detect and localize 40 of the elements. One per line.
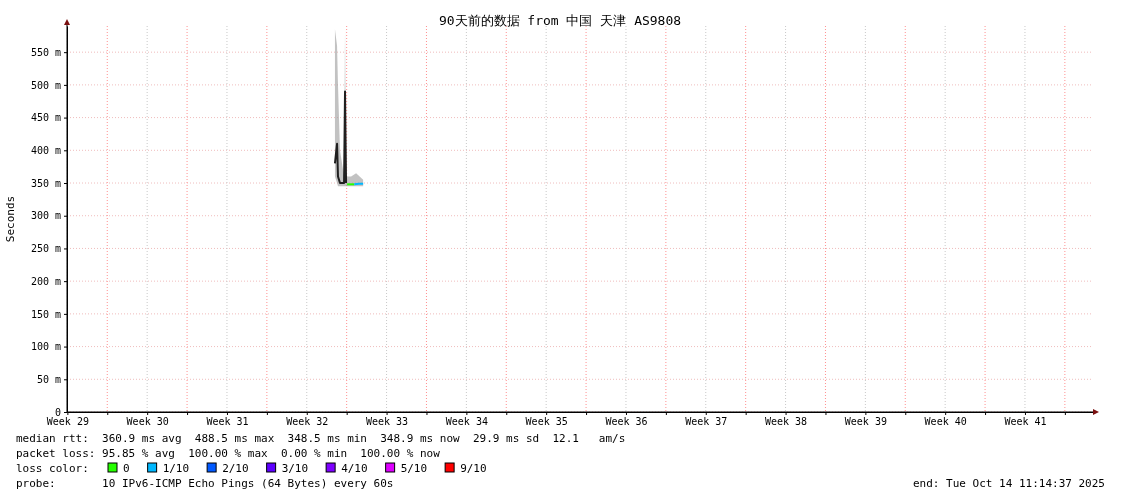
text: median rtt: 360.9 ms avg 488.5 ms max 348.5 ms min 348.9 ms now 29.9 ms sd 12.1 am/s	[16, 432, 626, 445]
y-tick-label: 550 m	[30, 46, 61, 58]
y-tick-label: 500 m	[30, 79, 61, 91]
x-tick-label: Week 29	[46, 416, 89, 428]
legend-label: 4/10	[341, 462, 368, 475]
legend-label: 2/10	[222, 462, 249, 475]
y-tick-label: 0	[54, 406, 61, 418]
legend-label: 5/10	[400, 462, 428, 475]
y-tick-label: 50 m	[36, 373, 61, 385]
x-tick-label: Week 39	[844, 416, 887, 428]
x-tick-label: Week 41	[1004, 416, 1047, 428]
y-axis-title: Seconds	[4, 195, 17, 243]
chart-title: 90天前的数据 from 中国 天津 AS9808	[438, 13, 682, 28]
text: probe: 10 IPv6-ICMP Echo Pings (64 Bytes) every 60s	[16, 477, 394, 490]
x-tick-label: Week 40	[924, 416, 967, 428]
x-tick-label: Week 37	[685, 416, 728, 428]
x-tick-label: Week 31	[206, 416, 249, 428]
y-tick-label: 300 m	[30, 210, 61, 222]
text: packet loss: 95.85 % avg 100.00 % max 0.00 % min 100.00 % now	[16, 447, 441, 460]
x-tick-label: Week 30	[126, 416, 169, 428]
y-tick-label: 350 m	[30, 177, 61, 189]
x-tick-label: Week 38	[764, 416, 808, 428]
legend-title: loss color:	[16, 462, 89, 475]
y-tick-label: 450 m	[30, 112, 61, 124]
x-tick-label: Week 34	[445, 416, 488, 428]
y-tick-label: 250 m	[30, 243, 61, 255]
x-tick-label: Week 35	[525, 416, 568, 428]
y-tick-label: 150 m	[30, 308, 61, 320]
y-tick-label: 100 m	[30, 341, 61, 353]
x-tick-label: Week 33	[365, 416, 409, 428]
legend-label: 1/10	[162, 462, 190, 475]
x-tick-label: Week 32	[286, 416, 329, 428]
x-tick-label: Week 36	[605, 416, 648, 428]
legend-label: 9/10	[460, 462, 487, 475]
y-tick-label: 200 m	[30, 275, 61, 287]
legend-label: 0	[123, 462, 130, 475]
legend-label: 3/10	[281, 462, 309, 475]
y-tick-label: 400 m	[30, 145, 61, 157]
line-series	[333, 90, 348, 185]
text: end: Tue Oct 14 11:14:37 2025	[912, 477, 1105, 490]
